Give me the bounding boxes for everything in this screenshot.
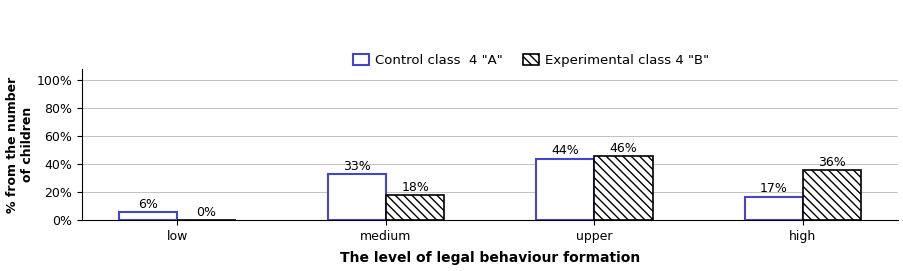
Bar <box>744 196 802 220</box>
Bar <box>535 159 594 220</box>
Text: 0%: 0% <box>196 206 217 219</box>
Text: 17%: 17% <box>759 182 787 195</box>
Bar <box>386 195 443 220</box>
Bar <box>119 212 177 220</box>
Legend: Control class  4 "A", Experimental class 4 "B": Control class 4 "A", Experimental class … <box>347 49 713 72</box>
Bar <box>744 196 802 220</box>
Bar <box>327 174 386 220</box>
Bar <box>594 156 652 220</box>
Bar <box>119 212 177 220</box>
Text: 18%: 18% <box>401 181 429 194</box>
Text: 46%: 46% <box>610 141 637 154</box>
Text: 33%: 33% <box>342 160 370 173</box>
Bar <box>386 195 443 220</box>
Text: 44%: 44% <box>551 144 579 157</box>
Bar <box>802 170 861 220</box>
Bar <box>594 156 652 220</box>
Bar <box>802 170 861 220</box>
Bar <box>327 174 386 220</box>
Text: 6%: 6% <box>138 198 158 211</box>
Text: 36%: 36% <box>817 156 845 169</box>
Bar <box>535 159 594 220</box>
X-axis label: The level of legal behaviour formation: The level of legal behaviour formation <box>340 251 639 265</box>
Y-axis label: % from the number
of children: % from the number of children <box>5 77 33 213</box>
